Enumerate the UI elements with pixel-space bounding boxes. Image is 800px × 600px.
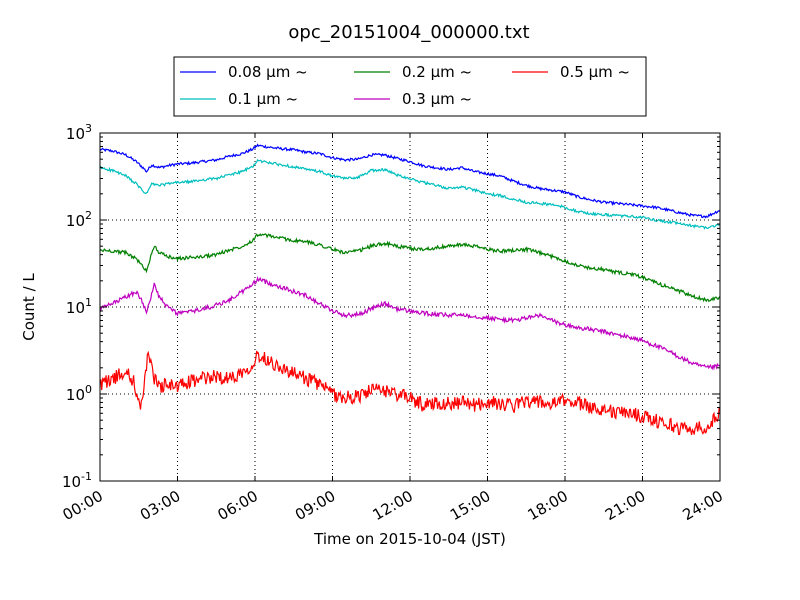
legend-label: 0.2 μm ~ (402, 63, 472, 81)
legend: 0.08 μm ~ 0.1 μm ~ 0.2 μm ~ 0.3 μm ~ 0.5 μm … (173, 56, 647, 117)
y-tick-label: 100 (66, 383, 92, 404)
legend-label: 0.1 μm ~ (228, 90, 298, 108)
legend-label: 0.5 μm ~ (560, 63, 630, 81)
series-lines (99, 143, 721, 436)
axis-ticks (99, 132, 721, 482)
chart-title: opc_20151004_000000.txt (288, 22, 529, 43)
series-line (99, 158, 721, 230)
series-line (99, 350, 721, 436)
series-line (99, 233, 721, 303)
grid (100, 133, 720, 481)
x-axis-label: Time on 2015-10-04 (JST) (313, 530, 506, 548)
legend-label: 0.08 μm ~ (228, 63, 308, 81)
y-tick-label: 101 (66, 296, 92, 317)
y-tick-label: 10-1 (62, 470, 92, 491)
y-tick-label: 102 (66, 209, 92, 230)
legend-label: 0.3 μm ~ (402, 90, 472, 108)
legend-box (173, 56, 647, 117)
y-axis-label: Count / L (20, 273, 38, 341)
y-tick-label: 103 (66, 122, 92, 143)
series-line (99, 275, 721, 371)
y-tick-labels: 10-1 100 101 102 103 (62, 122, 92, 491)
series-line (99, 143, 721, 219)
